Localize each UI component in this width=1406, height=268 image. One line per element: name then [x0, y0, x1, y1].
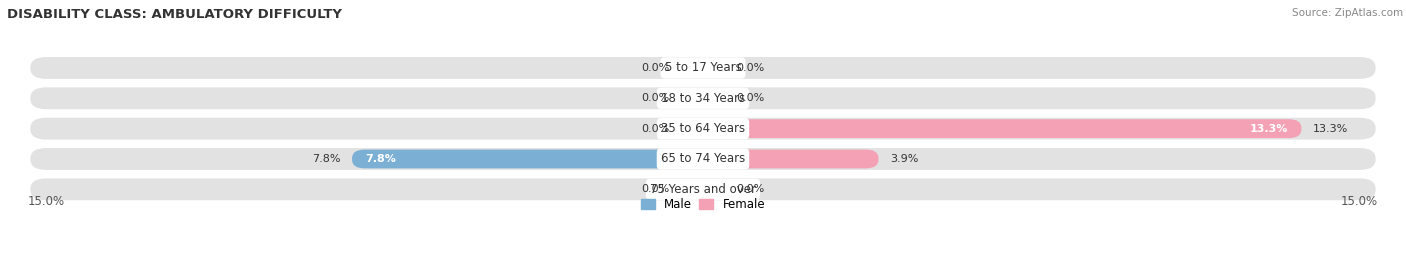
- Text: 15.0%: 15.0%: [28, 195, 65, 208]
- FancyBboxPatch shape: [31, 178, 1375, 200]
- Text: 75 Years and over: 75 Years and over: [650, 183, 756, 196]
- Text: 3.9%: 3.9%: [890, 154, 918, 164]
- FancyBboxPatch shape: [676, 180, 703, 199]
- FancyBboxPatch shape: [703, 119, 1302, 138]
- FancyBboxPatch shape: [31, 87, 1375, 109]
- FancyBboxPatch shape: [676, 119, 703, 138]
- FancyBboxPatch shape: [703, 89, 730, 108]
- Text: 0.0%: 0.0%: [641, 93, 669, 103]
- FancyBboxPatch shape: [676, 58, 703, 77]
- FancyBboxPatch shape: [31, 118, 1375, 140]
- FancyBboxPatch shape: [31, 57, 1375, 79]
- Text: 0.0%: 0.0%: [641, 124, 669, 134]
- Text: 13.3%: 13.3%: [1313, 124, 1348, 134]
- Text: 13.3%: 13.3%: [1250, 124, 1288, 134]
- Text: 15.0%: 15.0%: [1341, 195, 1378, 208]
- Text: 0.0%: 0.0%: [641, 184, 669, 194]
- Text: 65 to 74 Years: 65 to 74 Years: [661, 152, 745, 165]
- Text: DISABILITY CLASS: AMBULATORY DIFFICULTY: DISABILITY CLASS: AMBULATORY DIFFICULTY: [7, 8, 342, 21]
- Text: 7.8%: 7.8%: [312, 154, 340, 164]
- Text: 7.8%: 7.8%: [366, 154, 396, 164]
- FancyBboxPatch shape: [703, 150, 879, 168]
- Text: 5 to 17 Years: 5 to 17 Years: [665, 61, 741, 75]
- Text: 0.0%: 0.0%: [737, 93, 765, 103]
- FancyBboxPatch shape: [352, 150, 703, 168]
- Text: 0.0%: 0.0%: [737, 63, 765, 73]
- FancyBboxPatch shape: [31, 148, 1375, 170]
- Text: Source: ZipAtlas.com: Source: ZipAtlas.com: [1292, 8, 1403, 18]
- Text: 35 to 64 Years: 35 to 64 Years: [661, 122, 745, 135]
- Legend: Male, Female: Male, Female: [641, 198, 765, 211]
- Text: 18 to 34 Years: 18 to 34 Years: [661, 92, 745, 105]
- FancyBboxPatch shape: [676, 89, 703, 108]
- FancyBboxPatch shape: [703, 180, 730, 199]
- Text: 0.0%: 0.0%: [641, 63, 669, 73]
- Text: 0.0%: 0.0%: [737, 184, 765, 194]
- FancyBboxPatch shape: [703, 58, 730, 77]
